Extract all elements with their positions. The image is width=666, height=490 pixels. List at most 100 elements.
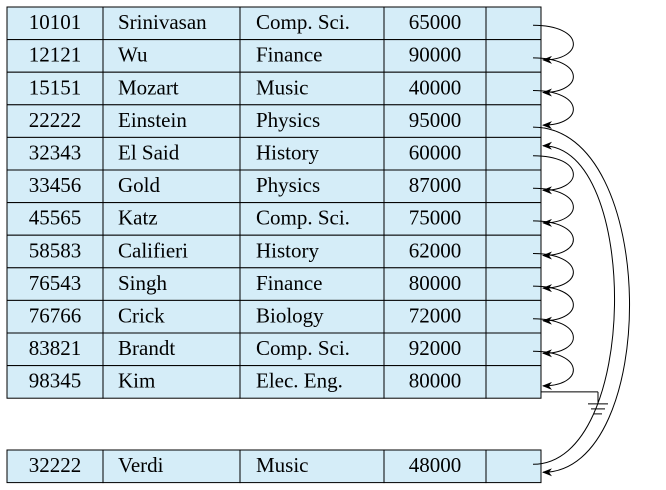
field: 32222 [29,453,82,477]
field: El Said [118,141,180,165]
pointer-arrow [532,57,574,97]
cell [102,39,241,73]
cell [102,136,241,171]
cell [485,136,542,171]
pointer-arrow [532,285,574,325]
field: 75000 [409,206,462,230]
cell [102,104,241,138]
field: History [256,141,320,165]
cell [485,332,542,367]
cell [6,169,104,204]
field: Califieri [118,238,188,262]
cell [102,332,241,367]
field: Mozart [118,75,179,99]
cell [383,136,487,171]
cell [102,365,241,399]
field: Singh [118,271,168,295]
cell [383,39,487,73]
field: 33456 [29,173,82,197]
cell [485,104,542,138]
cell [102,449,241,484]
field: Finance [256,43,322,67]
field: 45565 [29,206,82,230]
cell [485,39,542,73]
cell [6,6,104,41]
field: 80000 [409,369,462,393]
field: 65000 [409,10,462,34]
field: 12121 [29,43,82,67]
field: Biology [256,304,324,328]
field: Katz [118,206,158,230]
field: 98345 [29,369,82,393]
cell [6,449,104,484]
field: Kim [118,369,155,393]
field: 72000 [409,304,462,328]
pointer-arrow [532,350,574,390]
field: Finance [256,271,322,295]
field: Physics [256,173,320,197]
cell [102,71,241,106]
cell [6,299,104,334]
field: Music [256,453,309,477]
cell [239,136,385,171]
cell [239,234,385,269]
cell [239,202,385,236]
pointer-arrow [532,90,574,130]
cell [383,71,487,106]
pointer-arrow [532,187,574,227]
cell [485,202,542,236]
cell [239,299,385,334]
cell [485,365,542,399]
field: Gold [118,173,161,197]
cell [485,299,542,334]
cell [485,449,542,484]
cell [239,365,385,399]
cell [239,332,385,367]
field: 60000 [409,141,462,165]
field: Brandt [118,336,175,360]
pointer-arrow [532,24,574,64]
pointer-arrow [532,253,574,293]
field: Einstein [118,108,187,132]
cell [485,267,542,301]
field: 48000 [409,453,462,477]
field: Comp. Sci. [256,206,350,230]
field: 90000 [409,43,462,67]
field: 92000 [409,336,462,360]
field: Comp. Sci. [256,10,350,34]
field: Elec. Eng. [256,369,343,393]
cell [485,234,542,269]
field: Srinivasan [118,10,207,34]
cell [485,6,542,41]
cell [239,449,385,484]
field: 10101 [29,10,82,34]
cell [239,6,385,41]
cell [239,169,385,204]
pointer-arrow [532,318,574,358]
cell [6,136,104,171]
pointer-arrow [532,155,574,195]
field: 76766 [29,304,82,328]
cell [383,365,487,399]
cell [383,299,487,334]
field: 32343 [29,141,82,165]
field: 15151 [29,75,82,99]
pointer-arrow [532,220,574,260]
field: 95000 [409,108,462,132]
cell [102,6,241,41]
field: Verdi [118,453,164,477]
cell [102,169,241,204]
cell [485,71,542,106]
cell [383,202,487,236]
field: History [256,238,320,262]
field: Comp. Sci. [256,336,350,360]
field: Physics [256,108,320,132]
cell [485,169,542,204]
field: 58583 [29,238,82,262]
field: 83821 [29,336,82,360]
field: Crick [118,304,165,328]
field: 87000 [409,173,462,197]
pointer-arrow [532,126,631,477]
field: Music [256,75,309,99]
